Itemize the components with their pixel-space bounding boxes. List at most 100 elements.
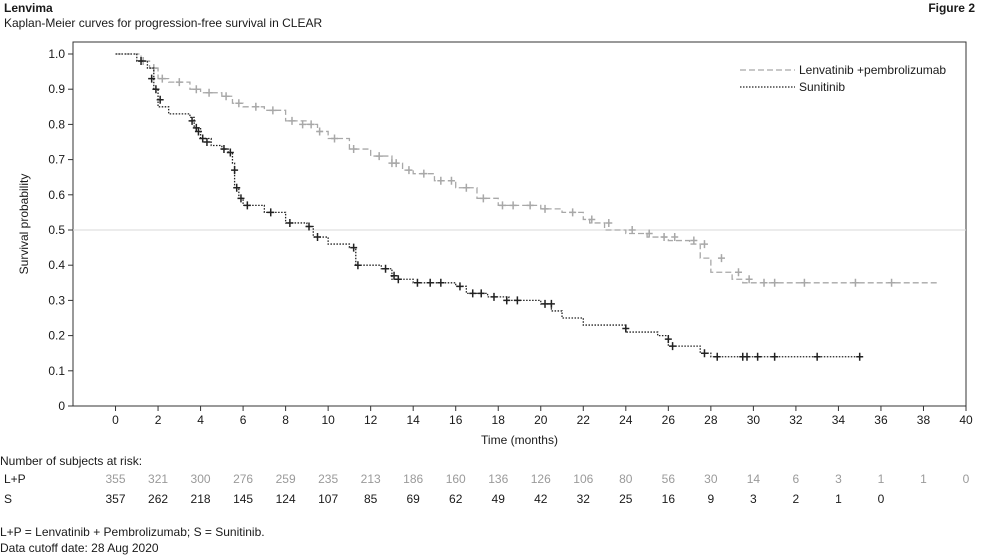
km-chart: 00.10.20.30.40.50.60.70.80.91.00 2 4 6 8 10 12… bbox=[17, 41, 973, 447]
censor-mark bbox=[331, 134, 339, 143]
risk-cell: 321 bbox=[148, 472, 169, 486]
x-tick-label: 24 bbox=[619, 413, 633, 427]
censor-mark bbox=[316, 127, 324, 136]
censor-mark bbox=[231, 166, 239, 175]
censor-mark bbox=[188, 116, 196, 125]
risk-cell: 300 bbox=[190, 472, 211, 486]
censor-mark bbox=[158, 74, 166, 83]
censor-mark bbox=[413, 278, 421, 287]
censor-mark bbox=[813, 352, 821, 361]
x-tick-label: 6 bbox=[240, 413, 247, 427]
censor-mark bbox=[526, 201, 534, 210]
censor-mark bbox=[462, 183, 470, 192]
censor-mark bbox=[745, 275, 753, 284]
censor-mark bbox=[307, 120, 315, 129]
risk-cell: 213 bbox=[360, 472, 381, 486]
censor-mark bbox=[513, 296, 521, 305]
risk-cell: 160 bbox=[445, 472, 466, 486]
risk-cell: 3 bbox=[835, 472, 842, 486]
censor-mark bbox=[628, 226, 636, 234]
censor-mark bbox=[305, 222, 313, 231]
legend-label-0: Lenvatinib +pembrolizumab bbox=[799, 63, 946, 77]
risk-cell: 3 bbox=[750, 492, 757, 506]
risk-row-label: S bbox=[4, 492, 13, 506]
censor-mark bbox=[479, 194, 487, 203]
risk-cell: 106 bbox=[573, 472, 594, 486]
censor-mark bbox=[420, 169, 428, 178]
x-tick-label: 40 bbox=[959, 413, 973, 427]
censor-mark bbox=[175, 78, 183, 87]
censor-mark bbox=[350, 243, 358, 252]
censor-mark bbox=[851, 278, 859, 287]
censor-mark bbox=[713, 352, 721, 361]
censor-mark bbox=[286, 218, 294, 227]
risk-cell: 276 bbox=[233, 472, 254, 486]
y-tick-label: 0.2 bbox=[48, 329, 65, 343]
risk-cell: 124 bbox=[275, 492, 296, 506]
censor-mark bbox=[203, 138, 211, 146]
risk-cell: 357 bbox=[105, 492, 126, 506]
risk-cell: 2 bbox=[792, 492, 800, 506]
censor-mark bbox=[220, 145, 228, 154]
censor-mark bbox=[700, 349, 708, 358]
risk-cell: 355 bbox=[105, 472, 126, 486]
censor-mark bbox=[645, 229, 653, 238]
censor-mark bbox=[392, 159, 400, 168]
censor-mark bbox=[152, 85, 160, 94]
censor-mark bbox=[222, 92, 230, 101]
y-tick-label: 0.3 bbox=[48, 293, 65, 307]
risk-cell: 85 bbox=[363, 492, 378, 506]
x-tick-label: 34 bbox=[832, 413, 846, 427]
censor-mark bbox=[252, 102, 260, 111]
censor-mark bbox=[156, 95, 164, 104]
x-tick-label: 38 bbox=[917, 413, 931, 427]
censor-mark bbox=[477, 289, 485, 298]
risk-cell: 14 bbox=[746, 472, 761, 486]
footnote-cutoff: Data cutoff date: 28 Aug 2020 bbox=[0, 541, 159, 555]
figure-number: Figure 2 bbox=[928, 1, 975, 15]
censor-mark bbox=[717, 254, 725, 263]
x-tick-label: 18 bbox=[492, 413, 506, 427]
risk-cell: 69 bbox=[406, 492, 420, 506]
y-tick-label: 1.0 bbox=[48, 47, 65, 61]
risk-cell: 42 bbox=[534, 492, 548, 506]
censor-mark bbox=[622, 324, 630, 333]
censor-mark bbox=[269, 106, 277, 115]
risk-cell: 80 bbox=[619, 472, 633, 486]
risk-cell: 136 bbox=[488, 472, 509, 486]
censor-mark bbox=[437, 176, 445, 185]
risk-cell: 107 bbox=[318, 492, 339, 506]
censor-mark bbox=[299, 120, 307, 129]
censor-mark bbox=[541, 299, 549, 308]
risk-cell: 30 bbox=[704, 472, 718, 486]
censor-mark bbox=[490, 292, 498, 301]
censor-mark bbox=[509, 201, 517, 210]
censor-mark bbox=[754, 352, 762, 361]
y-tick-label: 0.4 bbox=[48, 258, 65, 272]
risk-cell: 1 bbox=[835, 492, 842, 506]
page-title: Lenvima bbox=[4, 1, 53, 15]
x-tick-label: 30 bbox=[747, 413, 761, 427]
footnote-abbreviations: L+P = Lenvatinib + Pembrolizumab; S = Su… bbox=[0, 525, 265, 539]
x-tick-label: 12 bbox=[364, 413, 378, 427]
censor-mark bbox=[354, 261, 362, 270]
censor-mark bbox=[394, 275, 402, 284]
censor-mark bbox=[605, 218, 613, 227]
censor-mark bbox=[671, 233, 679, 242]
y-tick-label: 0.5 bbox=[48, 223, 65, 237]
x-axis-label: Time (months) bbox=[481, 433, 558, 447]
y-tick-label: 0.7 bbox=[48, 153, 65, 167]
censor-mark bbox=[233, 183, 241, 192]
y-tick-label: 0.6 bbox=[48, 188, 65, 202]
censor-mark bbox=[760, 278, 768, 287]
risk-table-heading: Number of subjects at risk: bbox=[0, 454, 143, 468]
risk-cell: 1 bbox=[920, 472, 927, 486]
risk-cell: 62 bbox=[449, 492, 463, 506]
risk-cell: 145 bbox=[233, 492, 254, 506]
censor-mark bbox=[547, 299, 555, 308]
censor-mark bbox=[267, 208, 275, 217]
x-tick-label: 36 bbox=[874, 413, 888, 427]
censor-mark bbox=[235, 99, 243, 108]
legend-label-1: Sunitinib bbox=[799, 80, 845, 94]
censor-mark bbox=[205, 88, 213, 97]
